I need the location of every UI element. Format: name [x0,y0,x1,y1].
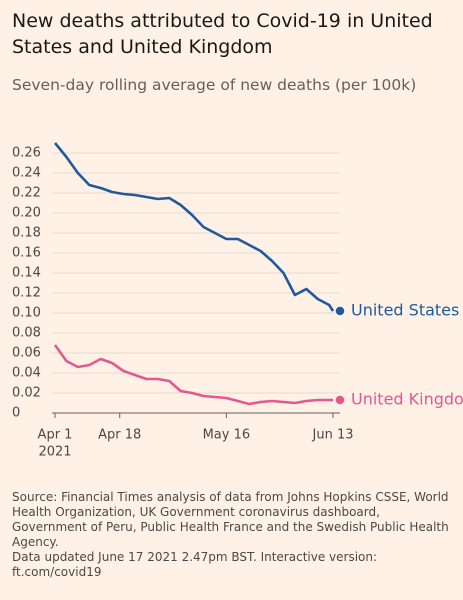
y-tick-label: 0.20 [12,206,41,221]
series-line [53,344,333,406]
y-tick-label: 0.22 [12,186,41,201]
y-tick-label: 0.18 [12,226,41,241]
end-point [334,305,346,317]
y-tick-label: 0.10 [12,306,41,321]
series-label: United Kingdom [351,390,463,409]
x-tick-label: Apr 1 [38,428,73,443]
x-tick-label: Jun 13 [312,428,354,443]
chart: 0 0.02 0.04 0.06 0.08 0.10 0.12 0.14 0.16 0.18 0.2… [12,142,463,460]
series-label: United States [351,301,459,320]
y-tick-label: 0.06 [12,346,41,361]
y-tick-label: 0 [12,406,20,421]
y-tick-label: 0.16 [12,246,41,261]
series-line [53,142,335,312]
x-tick-label: May 16 [203,428,251,443]
y-tick-label: 0.04 [12,366,41,381]
chart-subtitle: Seven-day rolling average of new deaths … [12,76,417,94]
source: Source: Financial Times analysis of data… [12,490,449,549]
y-tick-label: 0.26 [12,146,41,161]
y-tick-label: 0.08 [12,326,41,341]
source-note: Source: Financial Times analysis of data… [12,490,452,580]
y-tick-label: 0.12 [12,286,41,301]
update-note: Data updated June 17 2021 2.47pm BST. In… [12,550,378,579]
y-tick-label: 0.14 [12,266,41,281]
x-tick-label: Apr 18 [98,428,141,443]
end-point [334,394,346,406]
y-tick-label: 0.24 [12,166,41,181]
y-tick-label: 0.02 [12,386,41,401]
chart-title: New deaths attributed to Covid-19 in Uni… [12,10,433,58]
x-year-label: 2021 [38,445,71,460]
